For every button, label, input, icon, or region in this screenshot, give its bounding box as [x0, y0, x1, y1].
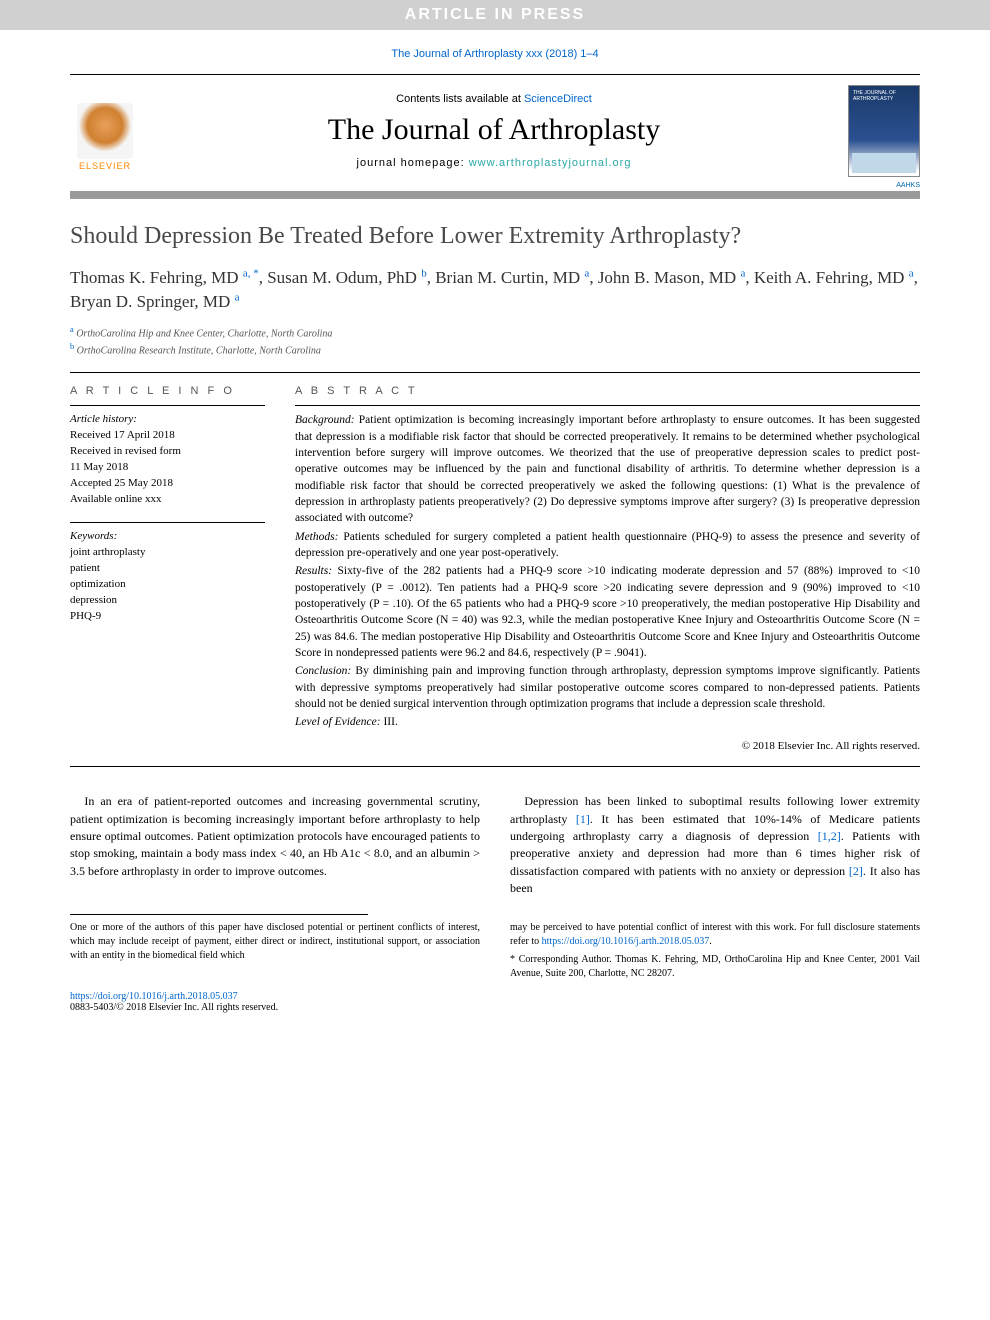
history-label: Article history: [70, 412, 265, 428]
abstract-background: Background: Patient optimization is beco… [295, 412, 920, 526]
abstract-header: A B S T R A C T [295, 385, 920, 397]
history-line: 11 May 2018 [70, 460, 265, 476]
footnote-right: may be perceived to have potential confl… [510, 921, 920, 981]
contents-prefix: Contents lists available at [396, 93, 524, 105]
body-columns: In an era of patient-reported outcomes a… [70, 793, 920, 897]
footnote-rule [70, 914, 368, 915]
history-line: Available online xxx [70, 492, 265, 508]
loe-label: Level of Evidence: [295, 716, 381, 728]
info-abstract-row: A R T I C L E I N F O Article history: R… [70, 373, 920, 754]
history-line: Accepted 25 May 2018 [70, 476, 265, 492]
body-col-right: Depression has been linked to suboptimal… [510, 793, 920, 897]
page-content: The Journal of Arthroplasty xxx (2018) 1… [0, 30, 990, 1013]
body-col-left: In an era of patient-reported outcomes a… [70, 793, 480, 897]
keyword: joint arthroplasty [70, 545, 265, 561]
journal-homepage-line: journal homepage: www.arthroplastyjourna… [140, 157, 848, 169]
article-title: Should Depression Be Treated Before Lowe… [70, 221, 920, 252]
footnote-left: One or more of the authors of this paper… [70, 921, 480, 981]
coi-footnote: One or more of the authors of this paper… [70, 922, 480, 961]
cover-label: THE JOURNAL OF ARTHROPLASTY [853, 90, 919, 102]
issn-copyright-line: 0883-5403/© 2018 Elsevier Inc. All right… [70, 1002, 920, 1013]
contents-available-line: Contents lists available at ScienceDirec… [140, 93, 848, 105]
sciencedirect-link[interactable]: ScienceDirect [524, 93, 592, 105]
masthead-center: Contents lists available at ScienceDirec… [140, 93, 848, 169]
results-text: Sixty-five of the 282 patients had a PHQ… [295, 565, 920, 659]
running-citation: The Journal of Arthroplasty xxx (2018) 1… [70, 30, 920, 74]
doi-block: https://doi.org/10.1016/j.arth.2018.05.0… [70, 991, 920, 1013]
corresponding-author: * Corresponding Author. Thomas K. Fehrin… [510, 953, 920, 981]
background-label: Background: [295, 414, 355, 426]
abstract-methods: Methods: Patients scheduled for surgery … [295, 529, 920, 562]
abstract-copyright: © 2018 Elsevier Inc. All rights reserved… [295, 739, 920, 755]
affiliations: a OrthoCarolina Hip and Knee Center, Cha… [70, 324, 920, 359]
history-line: Received 17 April 2018 [70, 428, 265, 444]
abstract-body: Background: Patient optimization is beco… [295, 405, 920, 754]
abstract-results: Results: Sixty-five of the 282 patients … [295, 563, 920, 661]
methods-label: Methods: [295, 531, 338, 543]
methods-text: Patients scheduled for surgery completed… [295, 531, 920, 559]
elsevier-logo: ELSEVIER [70, 91, 140, 171]
abstract-loe: Level of Evidence: III. [295, 714, 920, 730]
article-doi-link[interactable]: https://doi.org/10.1016/j.arth.2018.05.0… [70, 991, 238, 1002]
results-label: Results: [295, 565, 332, 577]
keyword: patient [70, 561, 265, 577]
journal-homepage-link[interactable]: www.arthroplastyjournal.org [469, 157, 632, 169]
masthead-bottom-rule [70, 191, 920, 199]
intro-para-2: Depression has been linked to suboptimal… [510, 793, 920, 897]
journal-masthead: ELSEVIER Contents lists available at Sci… [70, 75, 920, 185]
article-history-block: Article history: Received 17 April 2018R… [70, 405, 265, 508]
aahks-badge: AAHKS [896, 182, 920, 189]
coi-post: . [709, 936, 712, 947]
keyword: PHQ-9 [70, 609, 265, 625]
elsevier-tree-icon [77, 103, 133, 159]
elsevier-logo-text: ELSEVIER [79, 161, 131, 171]
homepage-prefix: journal homepage: [357, 157, 469, 169]
conclusion-label: Conclusion: [295, 665, 351, 677]
abstract-column: A B S T R A C T Background: Patient opti… [295, 373, 920, 754]
ref-1[interactable]: [1] [576, 812, 590, 826]
article-in-press-banner: ARTICLE IN PRESS [0, 0, 990, 30]
ref-2[interactable]: [2] [849, 864, 863, 878]
background-text: Patient optimization is becoming increas… [295, 414, 920, 524]
keyword: depression [70, 593, 265, 609]
journal-cover-thumbnail: THE JOURNAL OF ARTHROPLASTY [848, 85, 920, 177]
author-list: Thomas K. Fehring, MD a, *, Susan M. Odu… [70, 266, 920, 314]
keywords-label: Keywords: [70, 529, 265, 545]
loe-text: III. [383, 716, 397, 728]
article-info-column: A R T I C L E I N F O Article history: R… [70, 373, 265, 754]
footnotes-row: One or more of the authors of this paper… [70, 921, 920, 981]
disclosure-doi-link[interactable]: https://doi.org/10.1016/j.arth.2018.05.0… [542, 936, 710, 947]
history-line: Received in revised form [70, 444, 265, 460]
abstract-conclusion: Conclusion: By diminishing pain and impr… [295, 663, 920, 712]
journal-name: The Journal of Arthroplasty [140, 113, 848, 147]
keyword: optimization [70, 577, 265, 593]
keywords-block: Keywords: joint arthroplastypatientoptim… [70, 522, 265, 625]
ref-1-2[interactable]: [1,2] [818, 829, 841, 843]
intro-para-1: In an era of patient-reported outcomes a… [70, 793, 480, 880]
affiliation: b OrthoCarolina Research Institute, Char… [70, 341, 920, 358]
abstract-end-rule [70, 766, 920, 767]
cover-wrap: THE JOURNAL OF ARTHROPLASTY AAHKS [848, 85, 920, 177]
affiliation: a OrthoCarolina Hip and Knee Center, Cha… [70, 324, 920, 341]
article-info-header: A R T I C L E I N F O [70, 385, 265, 397]
conclusion-text: By diminishing pain and improving functi… [295, 665, 920, 710]
